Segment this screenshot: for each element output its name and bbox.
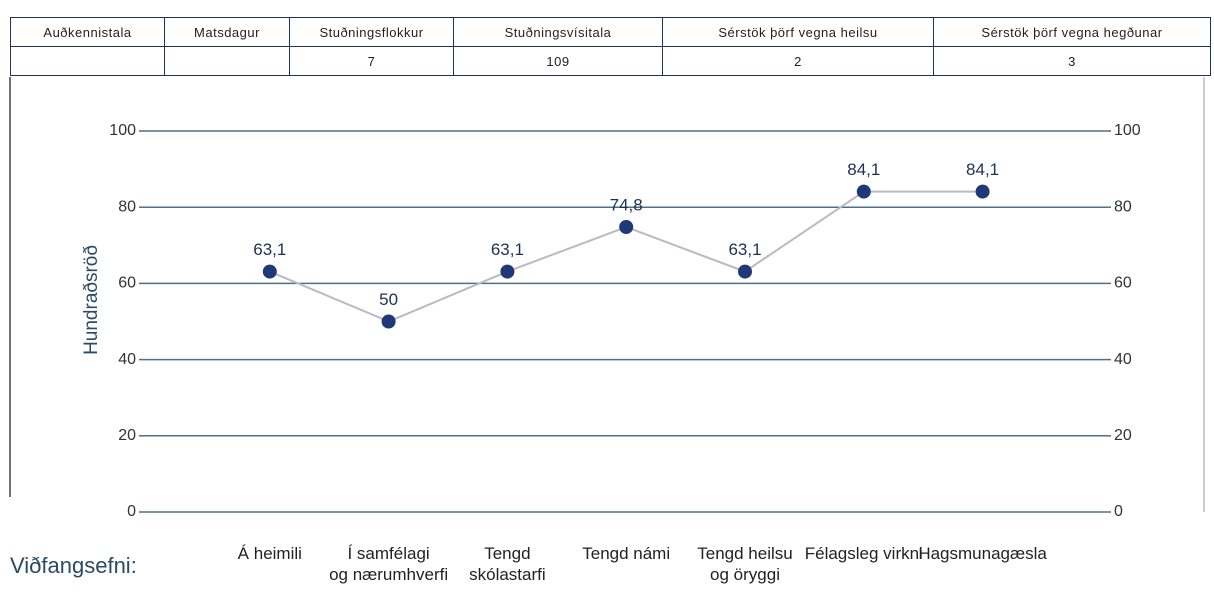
- y-tick-label: 0: [127, 503, 136, 520]
- marker: [381, 314, 396, 329]
- value-cell: 2: [662, 46, 934, 76]
- x-tick-label: Tengd námi: [582, 544, 671, 563]
- x-tick-label: Hagsmunagæsla: [918, 544, 1047, 563]
- y2-tick-label: 0: [1114, 503, 1123, 520]
- marker: [619, 220, 634, 235]
- x-axis-label: Viðfangsefni:: [10, 553, 137, 578]
- x-tick-label: Tengd skólastarfi: [469, 544, 546, 584]
- y2-tick-label: 60: [1114, 275, 1132, 292]
- data-label: 63,1: [253, 240, 286, 259]
- y-tick-label: 80: [118, 198, 136, 215]
- y-tick-label: 100: [109, 122, 136, 139]
- header-cell: Sérstök þörf vegna hegðunar: [933, 17, 1211, 47]
- data-label: 63,1: [491, 240, 524, 259]
- marker: [856, 184, 871, 199]
- y-tick-label: 40: [118, 351, 136, 368]
- header-cell: Matsdagur: [164, 17, 290, 47]
- header-cell: Stuðningsflokkur: [289, 17, 454, 47]
- data-label: 84,1: [966, 160, 999, 179]
- value-cell: 109: [453, 46, 663, 76]
- data-label: 63,1: [728, 240, 761, 259]
- marker: [975, 184, 990, 199]
- data-label: 84,1: [847, 160, 880, 179]
- x-tick-label: Félagsleg virkni: [804, 544, 923, 563]
- y2-tick-label: 40: [1114, 351, 1132, 368]
- marker: [738, 264, 752, 279]
- x-tick-label: Á heimili: [237, 544, 302, 563]
- y2-tick-label: 80: [1114, 198, 1132, 215]
- marker: [500, 264, 515, 279]
- y2-tick-label: 20: [1114, 427, 1132, 444]
- header-cell: Stuðningsvísitala: [453, 17, 663, 47]
- header-cell: Auðkennistala: [10, 17, 165, 47]
- x-tick-label: Tengd heilsu og öryggi: [697, 544, 793, 584]
- y-axis-label: Hundraðsröð: [81, 245, 102, 355]
- data-label: 74,8: [610, 195, 643, 214]
- y2-tick-label: 100: [1114, 122, 1141, 139]
- header-cell: Sérstök þörf vegna heilsu: [662, 17, 934, 47]
- info-table: Auðkennistala Matsdagur Stuðningsflokkur St…: [10, 17, 1211, 76]
- x-tick-label: Í samfélagi og nærumhverfi: [329, 544, 449, 584]
- marker: [262, 264, 277, 279]
- y-tick-label: 20: [118, 427, 136, 444]
- value-cell: 3: [933, 46, 1211, 76]
- y-tick-label: 60: [118, 275, 136, 292]
- value-cell: [164, 46, 290, 76]
- data-label: 50: [379, 290, 398, 309]
- value-cell: [10, 46, 165, 76]
- value-cell: 7: [289, 46, 454, 76]
